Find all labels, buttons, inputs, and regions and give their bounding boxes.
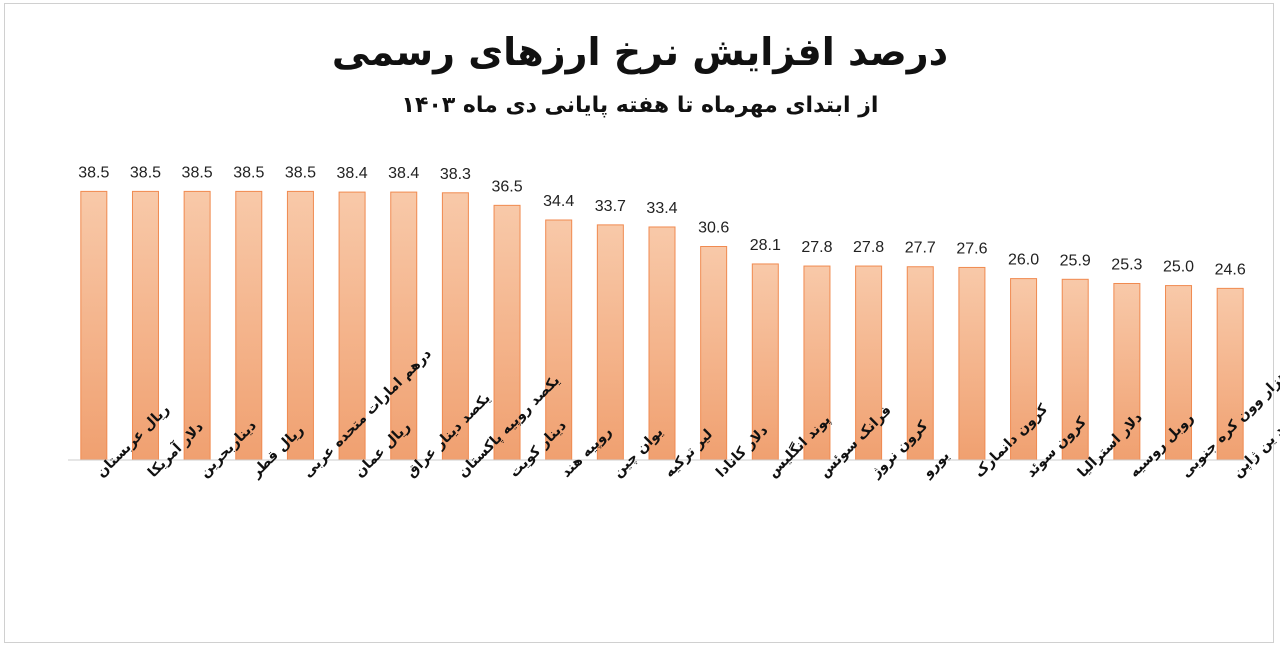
bar-value-label: 38.5 [78,164,109,181]
bar-value-label: 27.6 [956,240,987,257]
bar-value-label: 27.7 [905,240,936,257]
bar [1165,285,1193,461]
bar-value-label: 26.0 [1008,252,1039,269]
bar-value-label: 38.3 [440,166,471,183]
bar-value-label: 25.0 [1163,259,1194,276]
bar-value-label: 34.4 [543,193,574,210]
bar [80,190,108,461]
bar [183,190,211,461]
bar [648,226,676,461]
bar [855,265,883,461]
bar [545,219,573,461]
bar-value-label: 36.5 [491,178,522,195]
bar-value-label: 30.6 [698,220,729,237]
bar-value-label: 38.4 [337,165,368,182]
bar [286,190,314,461]
bar [441,192,469,461]
bar-value-label: 28.1 [750,237,781,254]
bar-value-label: 27.8 [801,239,832,256]
bar [1113,282,1141,461]
bar [493,204,521,461]
bar [803,265,831,461]
bar-value-label: 25.9 [1060,252,1091,269]
bar-value-label: 33.4 [646,200,677,217]
bar [1010,278,1038,461]
bar [390,191,418,461]
bar [1061,278,1089,461]
chart-title: درصد افزایش نرخ ارزهای رسمی [331,30,949,74]
bar [700,246,728,461]
bar [131,190,159,461]
bar [235,190,263,461]
bar-value-label: 38.4 [388,165,419,182]
bar [906,266,934,461]
value-labels-group: 38.5 38.5 38.5 38.5 38.5 38.4 38.4 38.3 36.5 34.4… [78,164,1246,278]
bar [958,266,986,461]
bar-value-label: 27.8 [853,239,884,256]
bar [596,224,624,461]
bar-value-label: 24.6 [1215,261,1246,278]
bar [1216,287,1244,461]
chart-subtitle: از ابتدای مهرماه تا هفته پایانی دی ماه ۱… [401,93,879,118]
bar-value-label: 38.5 [233,164,264,181]
bar-value-label: 38.5 [182,164,213,181]
bar-value-label: 33.7 [595,198,626,215]
bar-value-label: 38.5 [285,164,316,181]
bars-group [80,190,1244,461]
bar-value-label: 38.5 [130,164,161,181]
bar [338,191,366,461]
chart-frame [4,3,1274,643]
bar-value-label: 25.3 [1111,256,1142,273]
